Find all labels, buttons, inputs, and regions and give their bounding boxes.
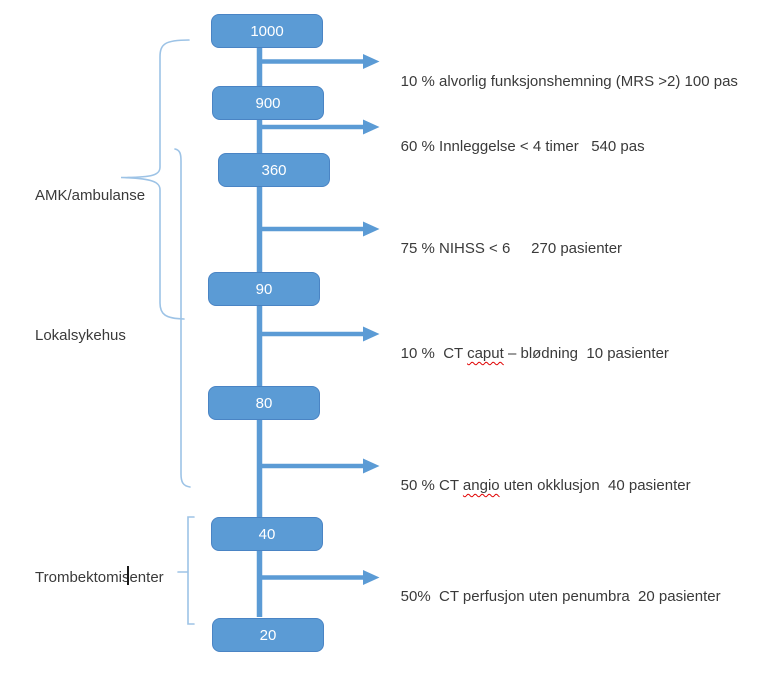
branch-label-5[interactable]: 50 % CT angio uten okklusjon 40 pasiente… xyxy=(384,456,691,494)
branch-label-4[interactable]: 10 % CT caput – blødning 10 pasienter xyxy=(384,324,669,362)
text-caret xyxy=(127,566,129,585)
arrow-head-icon xyxy=(363,326,380,342)
branch-text-pre: 10 % CT xyxy=(400,345,468,362)
branch-text-pre: 60 % Innleggelse < 4 timer 540 pas xyxy=(400,138,645,155)
branch-arrow-2[interactable] xyxy=(259,119,380,135)
node-value: 40 xyxy=(258,525,276,543)
branch-label-6[interactable]: 50% CT perfusjon uten penumbra 20 pasien… xyxy=(384,567,721,605)
flow-node-20[interactable]: 20 xyxy=(212,618,324,652)
flow-node-80[interactable]: 80 xyxy=(208,386,320,420)
branch-arrow-3[interactable] xyxy=(259,221,380,237)
node-value: 20 xyxy=(259,626,277,644)
stage-label-trombektomisenter[interactable]: Trombektomisenter xyxy=(35,569,164,586)
branch-arrow-5[interactable] xyxy=(259,458,380,474)
branch-text-misspelled: caput xyxy=(467,345,504,362)
node-value: 360 xyxy=(261,161,287,179)
bracket-trombektomisenter[interactable] xyxy=(177,516,195,625)
flow-node-40[interactable]: 40 xyxy=(211,517,323,551)
branch-arrow-6[interactable] xyxy=(259,570,380,585)
branch-text-pre: 10 % alvorlig funksjonshemning (MRS >2) … xyxy=(400,73,738,90)
branch-text-post: – blødning 10 pasienter xyxy=(503,345,669,362)
node-value: 80 xyxy=(255,394,273,412)
flow-node-900[interactable]: 900 xyxy=(212,86,324,120)
branch-text-misspelled: angio xyxy=(462,477,500,494)
node-value: 1000 xyxy=(250,22,284,40)
arrow-head-icon xyxy=(363,221,380,237)
branch-label-2[interactable]: 60 % Innleggelse < 4 timer 540 pas xyxy=(384,117,645,155)
stage-label-lokalsykehus[interactable]: Lokalsykehus xyxy=(35,327,126,344)
branch-text-post: uten okklusjon 40 pasienter xyxy=(499,477,691,494)
flow-node-90[interactable]: 90 xyxy=(208,272,320,306)
stage-label-amk-ambulanse[interactable]: AMK/ambulanse xyxy=(35,187,146,204)
flow-node-1000[interactable]: 1000 xyxy=(211,14,323,48)
arrow-head-icon xyxy=(363,54,380,69)
arrow-head-icon xyxy=(363,119,380,135)
branch-text-pre: 50% CT perfusjon uten penumbra 20 pasien… xyxy=(400,588,721,605)
branch-text-pre: 50 % CT xyxy=(400,477,463,494)
flow-node-360[interactable]: 360 xyxy=(218,153,330,187)
branch-arrow-4[interactable] xyxy=(259,326,380,342)
branch-arrow-1[interactable] xyxy=(259,54,380,69)
bracket-lokalsykehus[interactable] xyxy=(174,148,191,488)
node-value: 90 xyxy=(255,280,273,298)
node-value: 900 xyxy=(255,94,281,112)
arrow-head-icon xyxy=(363,570,380,585)
arrow-head-icon xyxy=(363,458,380,474)
branch-label-3[interactable]: 75 % NIHSS < 6 270 pasienter xyxy=(384,219,622,257)
branch-label-1[interactable]: 10 % alvorlig funksjonshemning (MRS >2) … xyxy=(384,52,738,90)
branch-text-pre: 75 % NIHSS < 6 270 pasienter xyxy=(400,240,623,257)
bracket-amk-ambulanse[interactable] xyxy=(120,39,190,320)
